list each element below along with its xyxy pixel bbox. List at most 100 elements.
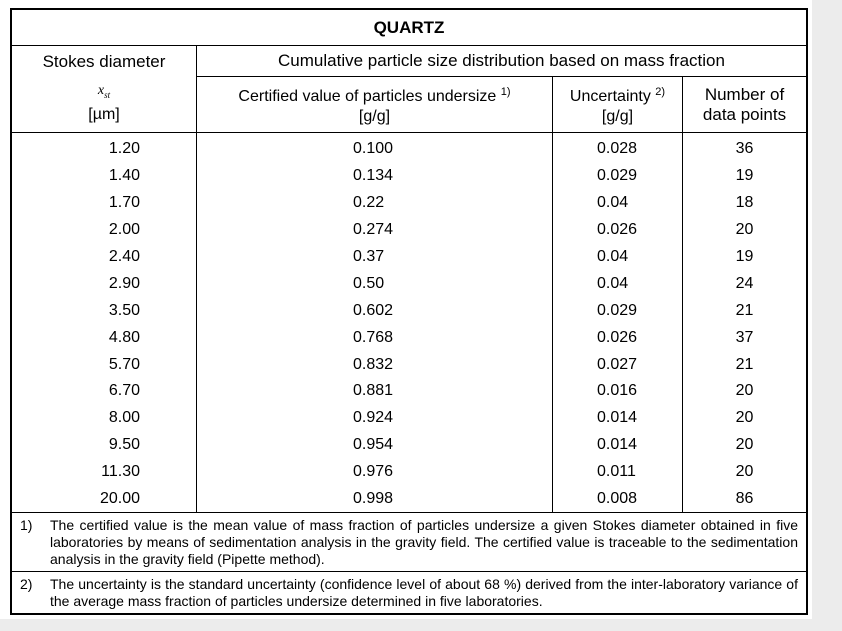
data-row: 3.50 0.602 0.029 21: [10, 297, 808, 325]
stokes-diameter: 9.50: [10, 431, 197, 459]
certified-value: 0.100: [196, 132, 553, 163]
title-row: QUARTZ: [10, 9, 808, 46]
footnote-row: 1) The certified value is the mean value …: [10, 512, 808, 572]
table-body: QUARTZ Stokes diameter xst [µm] Cumulati…: [10, 9, 808, 615]
header-row-1: Stokes diameter xst [µm] Cumulative part…: [10, 45, 808, 133]
certified-value: 0.954: [196, 431, 553, 459]
certified-note: 1): [500, 86, 511, 98]
footnote: 2) The uncertainty is the standard uncert…: [10, 571, 808, 615]
uncertainty: 0.008: [552, 485, 683, 513]
certified-value: 0.134: [196, 162, 553, 190]
stokes-diameter: 2.90: [10, 270, 197, 298]
certified-value: 0.924: [196, 404, 553, 432]
stokes-diameter: 8.00: [10, 404, 197, 432]
data-row: 6.70 0.881 0.016 20: [10, 378, 808, 405]
uncertainty: 0.014: [552, 431, 683, 459]
certified-label: Certified value of particles undersize: [238, 88, 497, 105]
uncertainty: 0.014: [552, 404, 683, 432]
symbol-sub: st: [104, 89, 111, 100]
data-points: 21: [682, 351, 808, 379]
certified-value: 0.881: [196, 378, 553, 405]
data-points: 20: [682, 431, 808, 459]
data-points: 18: [682, 189, 808, 217]
certified-value: 0.22: [196, 189, 553, 217]
stokes-diameter: 1.70: [10, 189, 197, 217]
certified-value: 0.274: [196, 216, 553, 244]
data-points: 20: [682, 404, 808, 432]
data-row: 1.40 0.134 0.029 19: [10, 162, 808, 190]
data-row: 2.00 0.274 0.026 20: [10, 216, 808, 244]
uncertainty: 0.04: [552, 189, 683, 217]
data-row: 20.00 0.998 0.008 86: [10, 485, 808, 513]
stokes-diameter: 1.20: [10, 132, 197, 163]
certified-header: Certified value of particles undersize 1…: [196, 76, 553, 133]
stokes-diameter: 4.80: [10, 324, 197, 352]
data-points: 19: [682, 162, 808, 190]
data-row: 2.90 0.50 0.04 24: [10, 270, 808, 298]
data-points: 19: [682, 243, 808, 271]
data-points: 24: [682, 270, 808, 298]
certified-value: 0.976: [196, 458, 553, 486]
table-title: QUARTZ: [10, 9, 808, 46]
data-row: 1.20 0.100 0.028 36: [10, 132, 808, 163]
footnote: 1) The certified value is the mean value …: [10, 512, 808, 572]
uncertainty: 0.026: [552, 324, 683, 352]
footnote-wrap: 1) The certified value is the mean value …: [20, 517, 798, 568]
data-row: 1.70 0.22 0.04 18: [10, 189, 808, 217]
footnote-row: 2) The uncertainty is the standard uncert…: [10, 571, 808, 615]
certified-value: 0.50: [196, 270, 553, 298]
data-points: 86: [682, 485, 808, 513]
footnote-text: The certified value is the mean value of…: [50, 517, 798, 568]
data-points: 36: [682, 132, 808, 163]
stokes-diameter: 11.30: [10, 458, 197, 486]
stokes-symbol: xst: [12, 72, 196, 105]
stokes-diameter: 1.40: [10, 162, 197, 190]
footnote-mark: 1): [20, 517, 33, 534]
data-row: 8.00 0.924 0.014 20: [10, 404, 808, 432]
data-points: 20: [682, 378, 808, 405]
header-row-2: Certified value of particles undersize 1…: [11, 76, 808, 133]
uncertainty: 0.029: [552, 162, 683, 190]
data-points: 20: [682, 458, 808, 486]
stokes-header: Stokes diameter xst [µm]: [10, 45, 197, 133]
certified-unit: [g/g]: [358, 108, 391, 125]
data-points: 20: [682, 216, 808, 244]
uncertainty: 0.016: [552, 378, 683, 405]
uncertainty-unit: [g/g]: [601, 108, 634, 125]
data-row: 11.30 0.976 0.011 20: [10, 458, 808, 486]
uncertainty-note: 2): [655, 86, 666, 98]
footnote-text: The uncertainty is the standard uncertai…: [50, 576, 798, 610]
data-row: 2.40 0.37 0.04 19: [10, 243, 808, 271]
uncertainty: 0.027: [552, 351, 683, 379]
stokes-diameter: 2.00: [10, 216, 197, 244]
uncertainty: 0.029: [552, 297, 683, 325]
quartz-table: QUARTZ Stokes diameter xst [µm] Cumulati…: [10, 8, 808, 616]
stokes-diameter: 20.00: [10, 485, 197, 513]
stokes-diameter: 3.50: [10, 297, 197, 325]
stokes-diameter: 2.40: [10, 243, 197, 271]
uncertainty: 0.011: [552, 458, 683, 486]
stokes-label: Stokes diameter: [42, 52, 166, 71]
uncertainty-label: Uncertainty: [569, 88, 651, 105]
data-points: 37: [682, 324, 808, 352]
certified-value: 0.37: [196, 243, 553, 271]
uncertainty: 0.04: [552, 270, 683, 298]
certified-value: 0.768: [196, 324, 553, 352]
uncertainty: 0.04: [552, 243, 683, 271]
footnote-wrap: 2) The uncertainty is the standard uncert…: [20, 576, 798, 610]
stokes-unit: [µm]: [88, 105, 120, 123]
points-header: Number of data points: [682, 76, 808, 133]
certified-value: 0.832: [196, 351, 553, 379]
symbol: x: [97, 83, 105, 98]
panel: QUARTZ Stokes diameter xst [µm] Cumulati…: [0, 0, 812, 619]
uncertainty-header: Uncertainty 2) [g/g]: [552, 76, 683, 133]
stokes-diameter: 5.70: [10, 351, 197, 379]
group-header: Cumulative particle size distribution ba…: [196, 45, 808, 77]
data-row: 9.50 0.954 0.014 20: [10, 431, 808, 459]
certified-value: 0.602: [196, 297, 553, 325]
data-points: 21: [682, 297, 808, 325]
uncertainty: 0.026: [552, 216, 683, 244]
data-row: 5.70 0.832 0.027 21: [10, 351, 808, 379]
stokes-diameter: 6.70: [10, 378, 197, 405]
